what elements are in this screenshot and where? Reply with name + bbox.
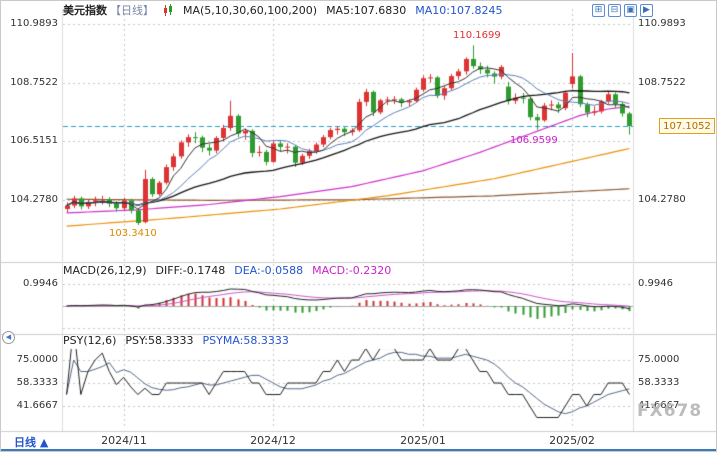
- symbol-title: 美元指数: [63, 4, 107, 17]
- main-chart-header: 美元指数 【日线】 MA(5,10,30,60,100,200) MA5:107…: [63, 4, 503, 20]
- watermark: FX678: [637, 401, 703, 421]
- psy-y-tick: 75.0000: [16, 354, 58, 365]
- current-price-badge: 107.1052: [659, 118, 715, 134]
- ma-group-label: MA(5,10,30,60,100,200): [183, 4, 318, 17]
- macd-y-tick: 0.9946: [23, 278, 58, 289]
- main-y-tick: 110.9893: [10, 18, 58, 29]
- swing-low-annotation: 103.3410: [109, 228, 157, 239]
- psy-y-tick: 58.3333: [638, 377, 680, 388]
- main-y-tick: 110.9893: [638, 18, 686, 29]
- period-selector[interactable]: 日线 ▲: [14, 436, 49, 449]
- macd-name: MACD(26,12,9): [63, 264, 147, 277]
- macd-diff-value: DIFF:-0.1748: [155, 264, 226, 277]
- x-axis-date: 2024/12: [250, 434, 296, 447]
- ma5-value: MA5:107.6830: [326, 4, 407, 17]
- main-y-tick: 108.7522: [10, 77, 58, 88]
- chart-toolbar: ⊞ ⊟ ▣ ▶: [592, 4, 653, 17]
- psy-y-tick: 41.6667: [638, 400, 680, 411]
- psy-y-tick: 75.0000: [638, 354, 680, 365]
- psyma-value: PSYMA:58.3333: [202, 334, 289, 347]
- psy-header: PSY(12,6) PSY:58.3333 PSYMA:58.3333: [63, 334, 289, 347]
- squared-minus-icon[interactable]: ⊟: [608, 4, 621, 17]
- x-axis-date: 2025/01: [400, 434, 446, 447]
- swing-high-annotation: 110.1699: [453, 30, 501, 41]
- main-y-tick: 106.5151: [10, 135, 58, 146]
- main-y-tick: 104.2780: [638, 194, 686, 205]
- macd-header: MACD(26,12,9) DIFF:-0.1748 DEA:-0.0588 M…: [63, 264, 391, 277]
- squared-plus-icon[interactable]: ⊞: [592, 4, 605, 17]
- period-tag: 【日线】: [110, 4, 154, 17]
- bottom-accent-line: [1, 449, 716, 451]
- panel-icon[interactable]: ▣: [624, 4, 637, 17]
- x-axis-date: 2025/02: [549, 434, 595, 447]
- macd-y-tick: 0.9946: [638, 278, 673, 289]
- main-y-tick: 108.7522: [638, 77, 686, 88]
- ma10-value: MA10:107.8245: [415, 4, 503, 17]
- psy-y-tick: 58.3333: [16, 377, 58, 388]
- x-axis-date: 2024/11: [101, 434, 147, 447]
- collapse-left-button[interactable]: ◀: [2, 331, 15, 344]
- psy-y-tick: 41.6667: [16, 400, 58, 411]
- swing-low-annotation: 106.9599: [510, 135, 558, 146]
- psy-value: PSY:58.3333: [125, 334, 194, 347]
- play-icon[interactable]: ▶: [640, 4, 653, 17]
- macd-dea-value: DEA:-0.0588: [234, 264, 304, 277]
- psy-name: PSY(12,6): [63, 334, 117, 347]
- main-y-tick: 104.2780: [10, 194, 58, 205]
- macd-value: MACD:-0.2320: [312, 264, 392, 277]
- candlestick-icon: [163, 4, 174, 20]
